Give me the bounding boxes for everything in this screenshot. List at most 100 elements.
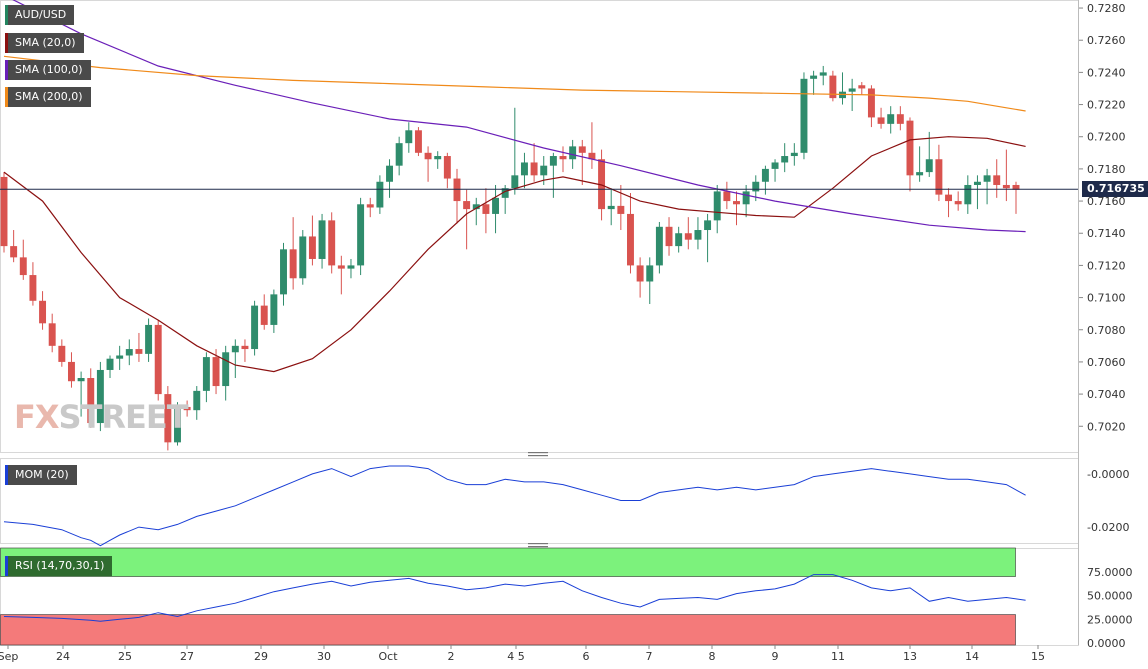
y-tick-label: 0.0000 <box>1087 637 1126 650</box>
sma-line-sma-100-0- <box>12 0 1026 233</box>
candle-bearish <box>414 130 422 153</box>
candle-bullish <box>280 249 287 295</box>
candle-bullish <box>520 162 528 176</box>
candle-bearish <box>733 201 740 205</box>
candle-bearish <box>636 265 644 282</box>
y-tick-label: 0.7180 <box>1087 163 1126 176</box>
candles <box>0 65 1020 451</box>
legend-audusd[interactable]: AUD/USD <box>5 5 75 25</box>
panel-frame-main <box>0 0 1079 453</box>
candle-bearish <box>482 204 490 214</box>
legend-swatch <box>5 87 8 107</box>
candle-bullish <box>887 114 895 124</box>
x-tick-label: 27 <box>180 650 194 663</box>
candle-bearish <box>39 300 47 324</box>
y-tick-label: -0.0000 <box>1087 468 1129 481</box>
candle-bearish <box>241 345 249 350</box>
y-tick-label: 0.7120 <box>1087 259 1126 272</box>
candle-bearish <box>424 152 432 160</box>
x-tick-label: Sep <box>0 650 18 663</box>
price-axis: 0.7020 0.7040 0.7060 0.7080 0.7100 0.7120 0.71… <box>1078 0 1133 650</box>
candle-bearish <box>443 156 451 179</box>
y-tick-label: 75.0000 <box>1087 566 1133 579</box>
candle-bullish <box>607 205 615 210</box>
y-tick-label: 0.7040 <box>1087 388 1126 401</box>
x-tick-label: 8 <box>709 650 716 663</box>
candle-bullish <box>318 220 326 259</box>
y-tick-label: 0.7080 <box>1087 324 1126 337</box>
resize-handle-icon[interactable] <box>528 543 548 545</box>
candle-bullish <box>501 188 509 198</box>
candle-bullish <box>376 181 384 208</box>
legend-label: SMA (100,0) <box>15 63 83 76</box>
indicator-lines <box>3 465 1026 622</box>
candle-bearish <box>896 114 904 124</box>
candle-bullish <box>270 294 278 325</box>
candle-bearish <box>935 159 943 195</box>
y-tick-label: 0.7140 <box>1087 227 1126 240</box>
candle-bullish <box>848 88 856 92</box>
candle-bearish <box>559 156 567 160</box>
x-tick-label: 24 <box>56 650 70 663</box>
x-tick-label: 11 <box>831 650 845 663</box>
candle-bearish <box>598 159 606 210</box>
candle-bearish <box>58 345 66 362</box>
x-tick-label: Oct <box>378 650 398 663</box>
resize-handle-icon[interactable] <box>528 452 548 454</box>
candle-bullish <box>492 197 500 214</box>
candle-bullish <box>540 165 548 176</box>
candle-bearish <box>328 220 336 266</box>
y-tick-label: -0.0200 <box>1087 521 1129 534</box>
candle-bullish <box>973 181 981 185</box>
candle-bullish <box>511 175 519 189</box>
fxstreet-watermark: FXSTREET <box>14 398 189 436</box>
candle-bearish <box>530 162 538 176</box>
last-price-label: 0.716735 <box>1082 181 1148 198</box>
legend-mom[interactable]: MOM (20) <box>5 465 77 485</box>
sma-line-sma-20-0- <box>3 136 1026 373</box>
y-tick-label: 0.7200 <box>1087 131 1126 144</box>
y-tick-label: 0.7020 <box>1087 420 1126 433</box>
legend-swatch <box>5 465 8 485</box>
panel-resize-handles <box>528 452 548 548</box>
candle-bearish <box>906 120 914 176</box>
candle-bearish <box>183 406 191 411</box>
candle-bullish <box>395 143 403 166</box>
legend-label: AUD/USD <box>15 8 67 21</box>
candle-bullish <box>713 191 721 221</box>
candle-bullish <box>125 349 133 356</box>
y-tick-label: 0.7060 <box>1087 356 1126 369</box>
legend-sma20[interactable]: SMA (20,0) <box>5 33 84 53</box>
panel-frames <box>0 0 1079 646</box>
candle-bullish <box>964 184 972 205</box>
candle-bullish <box>231 345 239 353</box>
legend-rsi[interactable]: RSI (14,70,30,1) <box>5 556 113 576</box>
candle-bullish <box>916 172 924 176</box>
candle-bullish <box>434 156 442 160</box>
y-tick-label: 0.7160 <box>1087 195 1126 208</box>
legend-sma100[interactable]: SMA (100,0) <box>5 60 91 80</box>
candle-bearish <box>453 178 461 202</box>
panel-frame-mom <box>0 458 1079 544</box>
candle-bullish <box>251 305 259 350</box>
resize-handle-icon[interactable] <box>528 455 548 457</box>
legend-swatch <box>5 60 8 80</box>
candle-bearish <box>1012 184 1020 190</box>
candle-bearish <box>135 349 143 354</box>
candle-bearish <box>578 146 586 153</box>
candle-bullish <box>145 324 153 354</box>
candle-bullish <box>655 226 663 266</box>
candle-bullish <box>925 159 933 173</box>
rsi-overbought-band <box>0 547 1016 577</box>
legend-sma200[interactable]: SMA (200,0) <box>5 87 91 107</box>
x-tick-label: 4 5 <box>507 650 525 663</box>
x-tick-label: 14 <box>965 650 979 663</box>
x-tick-label: 13 <box>903 650 917 663</box>
x-tick-label: 7 <box>646 650 653 663</box>
resize-handle-icon[interactable] <box>528 546 548 548</box>
legend-label: RSI (14,70,30,1) <box>15 559 105 572</box>
y-tick-label: 0.7220 <box>1087 99 1126 112</box>
sma-line-sma-200-0- <box>3 55 1026 112</box>
candle-bullish <box>742 191 750 205</box>
